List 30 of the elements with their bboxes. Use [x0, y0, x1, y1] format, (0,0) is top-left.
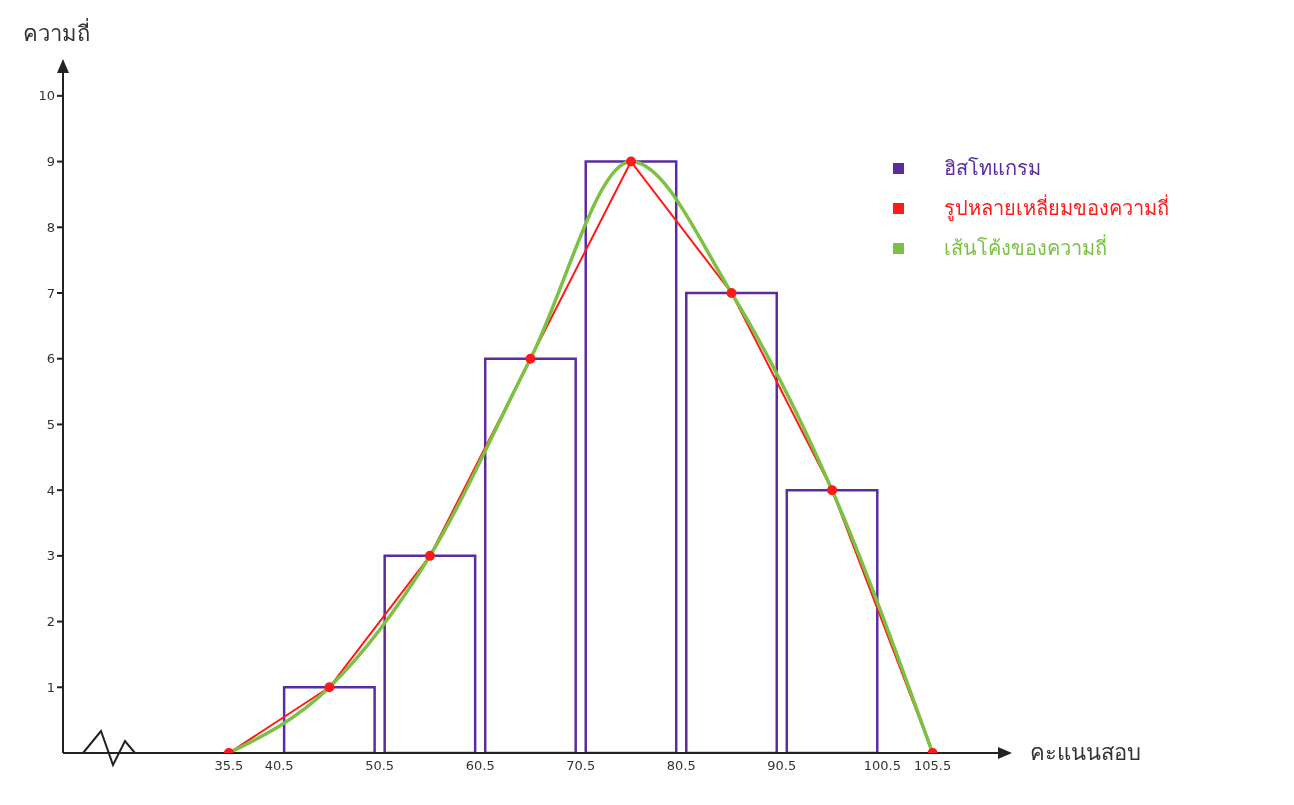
- y-tick-label: 7: [46, 285, 55, 301]
- x-tick-label: 70.5: [566, 758, 596, 774]
- x-tick-label: 100.5: [863, 758, 901, 774]
- x-tick-label: 90.5: [767, 758, 797, 774]
- legend-label: ฮิสโทแกรม: [944, 155, 1041, 182]
- point: [626, 156, 637, 167]
- y-tick-label: 9: [46, 154, 55, 170]
- y-tick-label: 8: [46, 219, 55, 235]
- x-tick-label: 35.5: [214, 758, 244, 774]
- x-tick-label: 40.5: [264, 758, 294, 774]
- point: [827, 485, 838, 496]
- y-axis-title: ความถี่: [23, 17, 90, 48]
- y-tick-label: 10: [38, 88, 55, 104]
- y-tick-label: 3: [46, 548, 55, 564]
- point: [726, 288, 737, 298]
- y-tick-label: 5: [46, 417, 55, 433]
- x-tick-label: 80.5: [666, 758, 696, 774]
- legend-label: เส้นโค้งของความถี่: [944, 233, 1107, 262]
- y-tick-label: 4: [46, 482, 55, 498]
- y-tick-label: 2: [46, 614, 55, 630]
- x-tick-label: 105.5: [913, 758, 952, 774]
- legend-label: รูปหลายเหลี่ยมของความถี่: [944, 193, 1169, 223]
- y-tick-label: 1: [46, 679, 55, 695]
- point: [424, 550, 435, 561]
- x-tick-label: 60.5: [465, 758, 495, 774]
- y-tick-label: 6: [46, 351, 55, 367]
- point: [525, 353, 536, 364]
- x-axis-title: คะแนนสอบ: [1030, 739, 1141, 767]
- point: [324, 682, 335, 693]
- x-tick-label: 50.5: [365, 758, 395, 774]
